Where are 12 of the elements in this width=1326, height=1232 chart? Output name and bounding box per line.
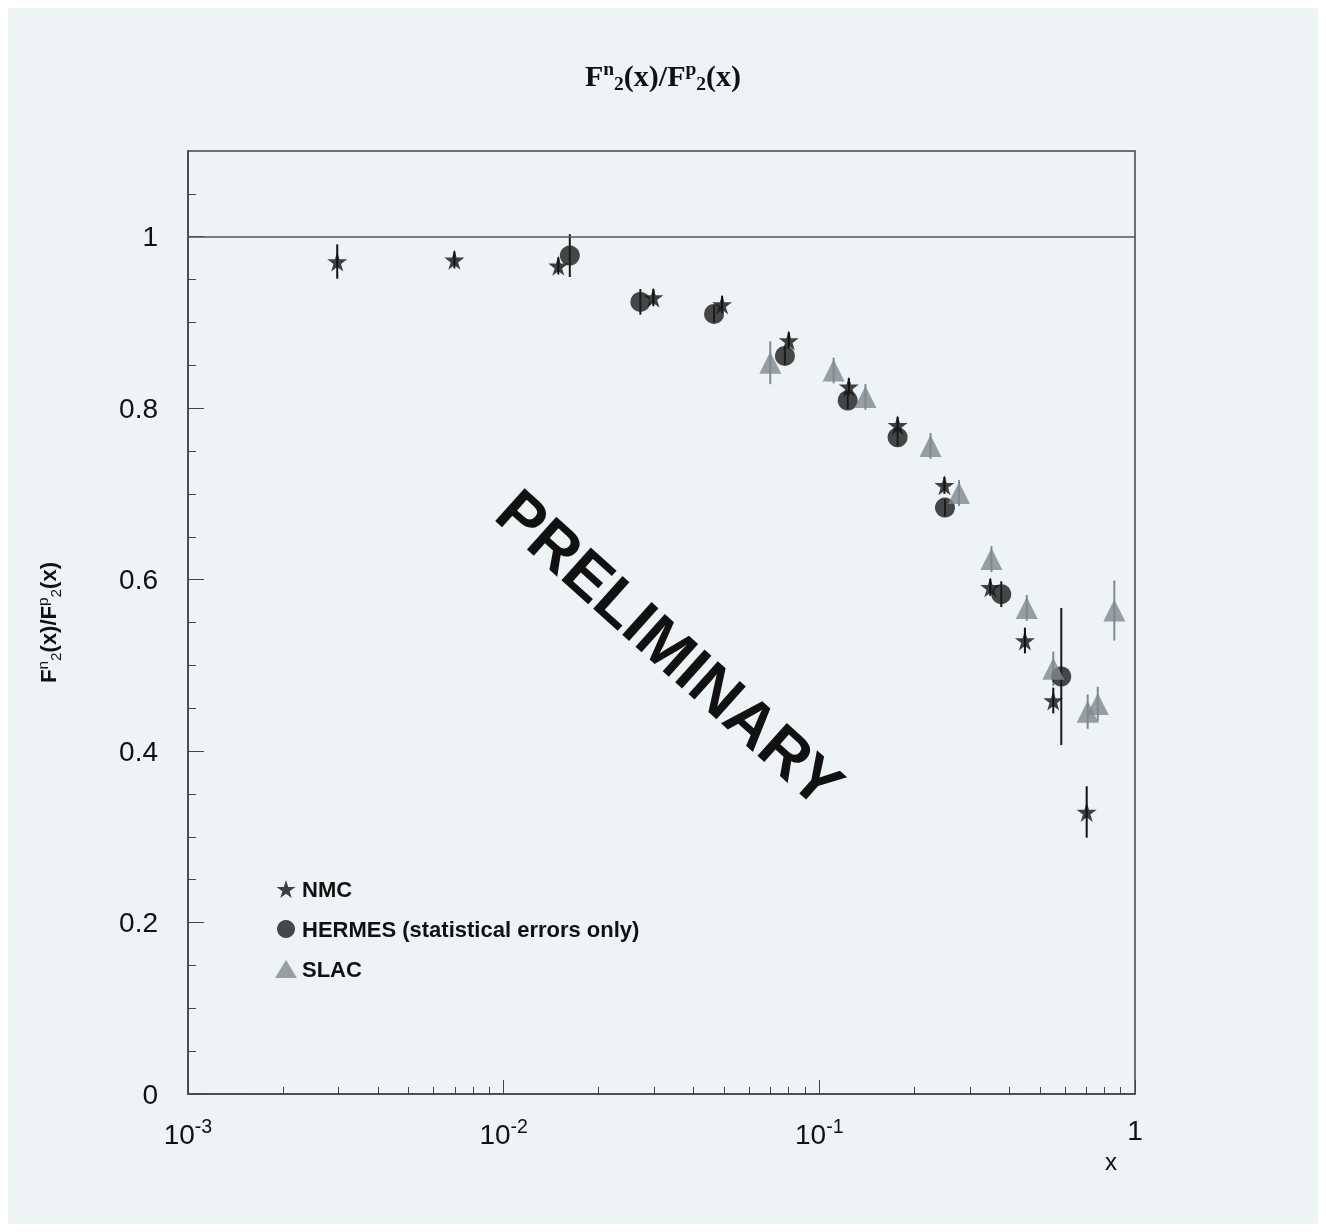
y-tick-label: 0: [142, 1078, 158, 1110]
y-tick-label: 0.4: [119, 735, 158, 767]
x-tick-label: 1: [1127, 1114, 1143, 1146]
y-tick-label: 0.6: [119, 564, 158, 596]
legend-label: HERMES (statistical errors only): [302, 916, 640, 942]
y-tick-label: 0.8: [119, 392, 158, 424]
legend-label: SLAC: [302, 956, 362, 982]
y-axis-title: Fn2(x)/Fp2(x): [33, 562, 64, 684]
x-axis-title: x: [1105, 1147, 1117, 1175]
legend-label: NMC: [302, 876, 353, 902]
y-tick-label: 1: [142, 221, 158, 253]
y-tick-label: 0.2: [119, 907, 158, 939]
